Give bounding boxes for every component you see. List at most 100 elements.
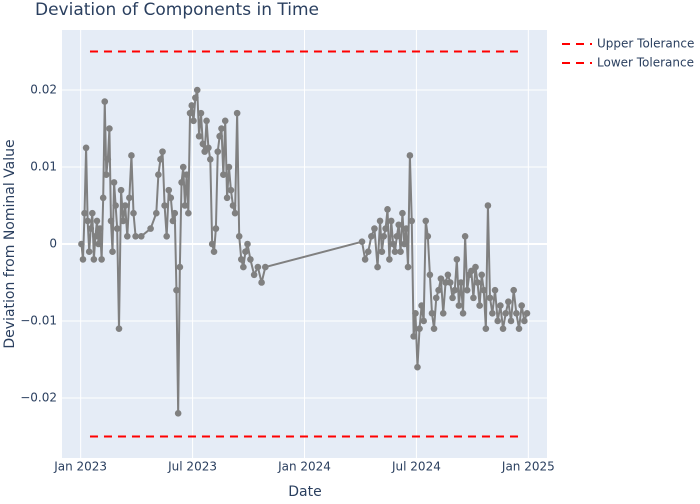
marker: [374, 263, 381, 271]
marker: [159, 148, 166, 155]
marker: [216, 132, 223, 140]
marker: [453, 256, 461, 263]
marker: [242, 248, 249, 255]
marker: [183, 171, 190, 179]
marker: [237, 256, 245, 263]
marker: [126, 194, 133, 202]
marker: [203, 117, 210, 125]
marker: [494, 317, 502, 325]
marker: [95, 240, 102, 248]
marker: [104, 156, 112, 163]
marker: [368, 233, 375, 240]
marker: [171, 209, 179, 217]
marker: [484, 202, 492, 209]
marker: [437, 275, 445, 282]
marker: [435, 286, 442, 294]
marker: [420, 317, 427, 325]
marker: [192, 94, 199, 102]
marker: [254, 263, 262, 271]
marker: [510, 286, 517, 294]
marker: [93, 217, 101, 225]
marker: [89, 209, 96, 217]
marker: [428, 309, 436, 317]
marker: [210, 248, 218, 255]
marker: [258, 279, 265, 286]
marker: [513, 309, 520, 317]
x-tick-label: Jul 2024: [391, 460, 441, 474]
marker: [132, 233, 139, 240]
marker: [400, 240, 408, 248]
x-tick-label: Jan 2023: [53, 460, 107, 474]
marker: [110, 179, 118, 186]
marker: [449, 294, 456, 302]
marker: [176, 263, 184, 271]
marker: [103, 171, 110, 179]
marker: [444, 271, 452, 279]
marker: [220, 171, 227, 179]
marker: [476, 302, 483, 309]
marker: [426, 271, 434, 279]
marker: [482, 325, 490, 332]
marker: [231, 209, 239, 217]
marker: [233, 109, 241, 117]
marker: [358, 238, 366, 245]
marker: [442, 279, 449, 286]
marker: [439, 309, 447, 317]
marker: [395, 221, 403, 229]
marker: [489, 309, 496, 317]
marker: [364, 248, 372, 255]
marker: [218, 125, 225, 132]
marker: [478, 271, 486, 279]
marker: [130, 209, 137, 217]
y-tick-label: 0.02: [30, 83, 57, 97]
marker: [84, 217, 91, 225]
marker: [499, 325, 507, 332]
marker: [179, 163, 187, 171]
marker: [432, 294, 440, 302]
marker: [382, 225, 389, 232]
marker: [491, 286, 499, 294]
marker: [250, 271, 258, 279]
marker: [470, 294, 477, 302]
marker: [229, 202, 237, 209]
marker: [221, 117, 229, 125]
marker: [505, 298, 512, 306]
marker: [507, 317, 515, 325]
marker: [99, 194, 107, 202]
marker: [85, 248, 93, 255]
marker: [186, 109, 194, 117]
x-tick-label: Jan 2025: [501, 460, 555, 474]
marker: [418, 302, 425, 309]
marker: [214, 148, 222, 155]
chart-title: Deviation of Components in Time: [35, 0, 319, 20]
marker: [195, 132, 203, 140]
marker: [378, 248, 386, 255]
y-axis-title: Deviation from Nominal Value: [2, 139, 18, 348]
marker: [169, 217, 177, 225]
y-tick-label: 0: [49, 237, 57, 251]
marker: [107, 217, 115, 225]
marker: [523, 309, 531, 317]
marker: [128, 152, 135, 159]
marker: [387, 217, 395, 225]
marker: [430, 325, 438, 332]
marker: [404, 263, 412, 271]
marker: [212, 225, 220, 232]
marker: [486, 294, 494, 302]
marker: [391, 248, 399, 255]
marker: [410, 333, 417, 340]
legend-label: Lower Tolerance: [597, 56, 694, 70]
marker: [502, 309, 509, 317]
marker: [518, 302, 525, 309]
marker: [205, 144, 212, 152]
marker: [173, 286, 180, 294]
marker: [208, 240, 216, 248]
x-axis-title: Date: [288, 484, 321, 500]
marker: [112, 202, 119, 209]
marker: [408, 217, 416, 225]
marker: [393, 233, 401, 240]
marker: [155, 171, 162, 179]
marker: [386, 256, 393, 263]
marker: [206, 156, 214, 163]
